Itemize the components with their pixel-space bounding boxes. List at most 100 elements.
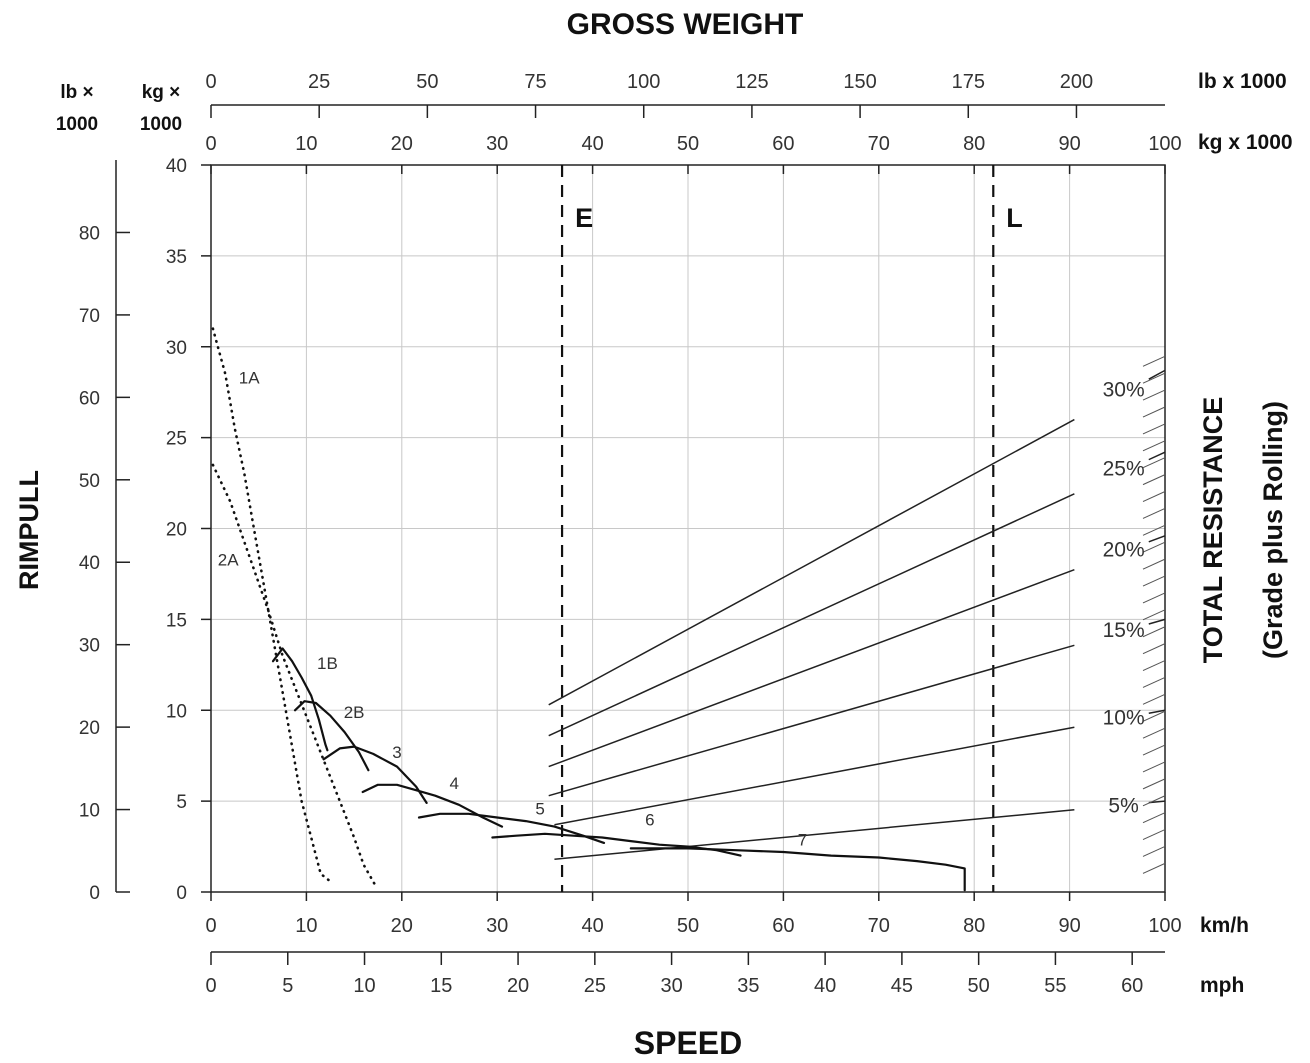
hatch-mark xyxy=(1142,660,1166,671)
mph-x-tick-label: 45 xyxy=(891,975,913,997)
mph-x-tick-label: 35 xyxy=(737,975,759,997)
mph-x-tick-label: 30 xyxy=(660,975,682,997)
reference-line-label: E xyxy=(575,203,593,233)
kmh-x-tick-label: 0 xyxy=(205,915,216,937)
gear-curve-7 xyxy=(629,847,966,892)
hatch-mark xyxy=(1142,355,1166,367)
top-lb-tick-label: 200 xyxy=(1060,71,1093,93)
lb-y-tick-label: 60 xyxy=(79,388,100,409)
hatch-mark xyxy=(1142,744,1166,756)
top-kg-tick-label: 10 xyxy=(295,133,317,155)
top-kg-tick-label: 70 xyxy=(868,133,890,155)
lb-axis-unit-line1: lb × xyxy=(60,82,93,103)
lb-axis-unit-line2: 1000 xyxy=(56,114,98,135)
lb-y-tick-label: 0 xyxy=(89,883,100,904)
top-kg-tick-label: 20 xyxy=(391,133,413,155)
lb-y-tick-label: 10 xyxy=(79,801,100,822)
kg-axis-unit-line1: kg × xyxy=(142,82,181,103)
top-lb-tick-label: 25 xyxy=(308,71,330,93)
hatch-mark xyxy=(1142,423,1166,435)
lb-y-tick-label: 20 xyxy=(79,718,100,739)
mph-x-tick-label: 0 xyxy=(205,975,216,997)
gear-curve-1A xyxy=(211,327,334,885)
hatch-mark xyxy=(1142,474,1166,486)
resistance-line-30% xyxy=(548,418,1075,706)
hatch-mark xyxy=(1142,693,1166,705)
kmh-x-tick-label: 80 xyxy=(963,915,985,937)
lb-y-tick-label: 70 xyxy=(79,306,100,327)
grid-layer xyxy=(210,164,1166,893)
top-kg-tick-label: 50 xyxy=(677,133,699,155)
hatch-mark xyxy=(1142,609,1166,621)
gear-label-2A: 2A xyxy=(218,550,239,569)
hatch-mark xyxy=(1142,643,1166,655)
top-kg-tick-label: 40 xyxy=(581,133,603,155)
hatch-mark xyxy=(1142,558,1166,570)
mph-x-tick-label: 40 xyxy=(814,975,836,997)
mph-x-tick-label: 50 xyxy=(968,975,990,997)
hatch-mark xyxy=(1142,795,1166,807)
mph-x-tick-label: 10 xyxy=(353,975,375,997)
gear-curve-1B xyxy=(271,647,329,752)
top-lb-tick-label: 150 xyxy=(843,71,876,93)
resistance-line-15% xyxy=(548,644,1075,797)
kmh-x-tick-label: 60 xyxy=(772,915,794,937)
gear-label-2B: 2B xyxy=(344,703,365,722)
y-axis-title: RIMPULL xyxy=(14,470,44,590)
mph-x-tick-label: 20 xyxy=(507,975,529,997)
right-axis-title-line1: TOTAL RESISTANCE xyxy=(1198,397,1228,664)
gear-curve-2B xyxy=(293,700,370,772)
gear-label-4: 4 xyxy=(450,774,459,793)
series-layer xyxy=(211,327,1166,892)
hatch-mark xyxy=(1142,592,1166,604)
top-kg-tick-label: 60 xyxy=(772,133,794,155)
resistance-line-10% xyxy=(554,726,1075,826)
hatch-mark xyxy=(1142,575,1166,587)
mph-x-tick-label: 25 xyxy=(584,975,606,997)
gear-label-1B: 1B xyxy=(317,654,338,673)
top-kg-tick-label: 0 xyxy=(205,133,216,155)
top-lb-tick-label: 125 xyxy=(735,71,768,93)
hatch-mark xyxy=(1142,727,1166,739)
gear-label-1A: 1A xyxy=(239,369,260,388)
kmh-unit: km/h xyxy=(1200,914,1249,937)
hatch-mark xyxy=(1142,507,1166,519)
kg-y-tick-label: 40 xyxy=(166,156,187,177)
top-lb-tick-label: 175 xyxy=(952,71,985,93)
top-kg-tick-label: 30 xyxy=(486,133,508,155)
chart-title: GROSS WEIGHT xyxy=(567,8,804,41)
lb-y-tick-label: 80 xyxy=(79,223,100,244)
resistance-label: 25% xyxy=(1103,458,1145,481)
kg-y-tick-label: 0 xyxy=(176,883,187,904)
kmh-x-tick-label: 40 xyxy=(581,915,603,937)
kg-y-tick-label: 35 xyxy=(166,247,187,268)
kmh-x-tick-label: 30 xyxy=(486,915,508,937)
hatch-mark xyxy=(1142,829,1166,841)
resistance-line-25% xyxy=(548,493,1075,737)
kmh-x-tick-label: 90 xyxy=(1058,915,1080,937)
hatch-mark xyxy=(1142,710,1166,722)
hatch-mark xyxy=(1142,457,1166,469)
kg-y-tick-label: 20 xyxy=(166,520,187,541)
x-axis-title: SPEED xyxy=(634,1025,742,1061)
gear-label-6: 6 xyxy=(645,810,654,829)
hatch-mark xyxy=(1142,389,1166,401)
resistance-line-20% xyxy=(548,569,1075,768)
right-axis-title-line2: (Grade plus Rolling) xyxy=(1258,401,1288,659)
resistance-line-5% xyxy=(554,809,1075,861)
top-kg-tick-label: 80 xyxy=(963,133,985,155)
top-lb-tick-label: 100 xyxy=(627,71,660,93)
lb-y-tick-label: 50 xyxy=(79,471,100,492)
hatch-mark xyxy=(1142,846,1166,857)
reference-line-label: L xyxy=(1006,203,1023,233)
resistance-line-15%-end xyxy=(1148,618,1166,625)
top-lb-unit: lb x 1000 xyxy=(1198,70,1287,93)
resistance-line-25%-end xyxy=(1148,451,1166,461)
gear-label-3: 3 xyxy=(392,743,401,762)
hatch-mark xyxy=(1142,761,1166,773)
hatch-mark xyxy=(1142,524,1166,536)
gear-curve-5 xyxy=(417,812,606,845)
